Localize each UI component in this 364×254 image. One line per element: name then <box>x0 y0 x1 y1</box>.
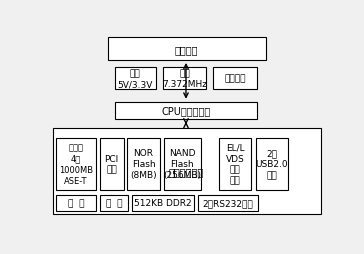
Text: 2路
USB2.0
接口: 2路 USB2.0 接口 <box>256 148 288 180</box>
Bar <box>198 195 258 211</box>
Text: EL/L
VDS
液晶
显示: EL/L VDS 液晶 显示 <box>226 143 245 185</box>
Bar <box>108 38 266 61</box>
Bar <box>164 138 201 190</box>
Bar <box>115 68 155 90</box>
Text: 电源
5V/3.3V: 电源 5V/3.3V <box>117 69 153 89</box>
Text: 外部接口设备: 外部接口设备 <box>169 166 204 176</box>
Bar <box>56 195 96 211</box>
Text: 键  盘: 键 盘 <box>68 199 84 208</box>
Bar <box>131 195 194 211</box>
Text: NAND
Flash
(256MB): NAND Flash (256MB) <box>163 148 201 180</box>
Bar <box>56 138 96 190</box>
Text: 2个RS232串口: 2个RS232串口 <box>203 199 254 208</box>
Text: 以太网
4个
1000MB
ASE-T: 以太网 4个 1000MB ASE-T <box>59 143 93 185</box>
Bar <box>100 195 128 211</box>
Text: 复位电路: 复位电路 <box>225 74 246 83</box>
Text: NOR
Flash
(8MB): NOR Flash (8MB) <box>130 148 157 180</box>
Bar <box>219 138 252 190</box>
Text: 外围电路: 外围电路 <box>175 44 198 55</box>
Bar <box>256 138 288 190</box>
Bar <box>115 103 257 119</box>
Text: 512KB DDR2: 512KB DDR2 <box>134 199 191 208</box>
Bar <box>100 138 124 190</box>
Text: PCI
总线: PCI 总线 <box>104 154 119 174</box>
Text: 鼠  标: 鼠 标 <box>106 199 122 208</box>
Bar <box>127 138 160 190</box>
Bar <box>52 128 321 214</box>
Bar <box>163 68 206 90</box>
Text: 晶振
7.372MHz: 晶振 7.372MHz <box>162 69 207 89</box>
Text: CPU核心处理器: CPU核心处理器 <box>161 106 210 116</box>
Bar <box>213 68 257 90</box>
